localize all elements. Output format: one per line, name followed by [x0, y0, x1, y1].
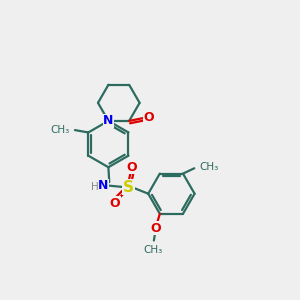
- Text: CH₃: CH₃: [51, 125, 70, 135]
- Text: CH₃: CH₃: [143, 245, 163, 255]
- Text: S: S: [123, 180, 134, 195]
- Text: N: N: [98, 179, 109, 192]
- Text: N: N: [103, 114, 114, 128]
- Text: O: O: [150, 221, 161, 235]
- Text: O: O: [143, 111, 154, 124]
- Text: CH₃: CH₃: [199, 162, 219, 172]
- Text: O: O: [127, 161, 137, 174]
- Text: O: O: [109, 197, 120, 210]
- Text: H: H: [91, 182, 98, 192]
